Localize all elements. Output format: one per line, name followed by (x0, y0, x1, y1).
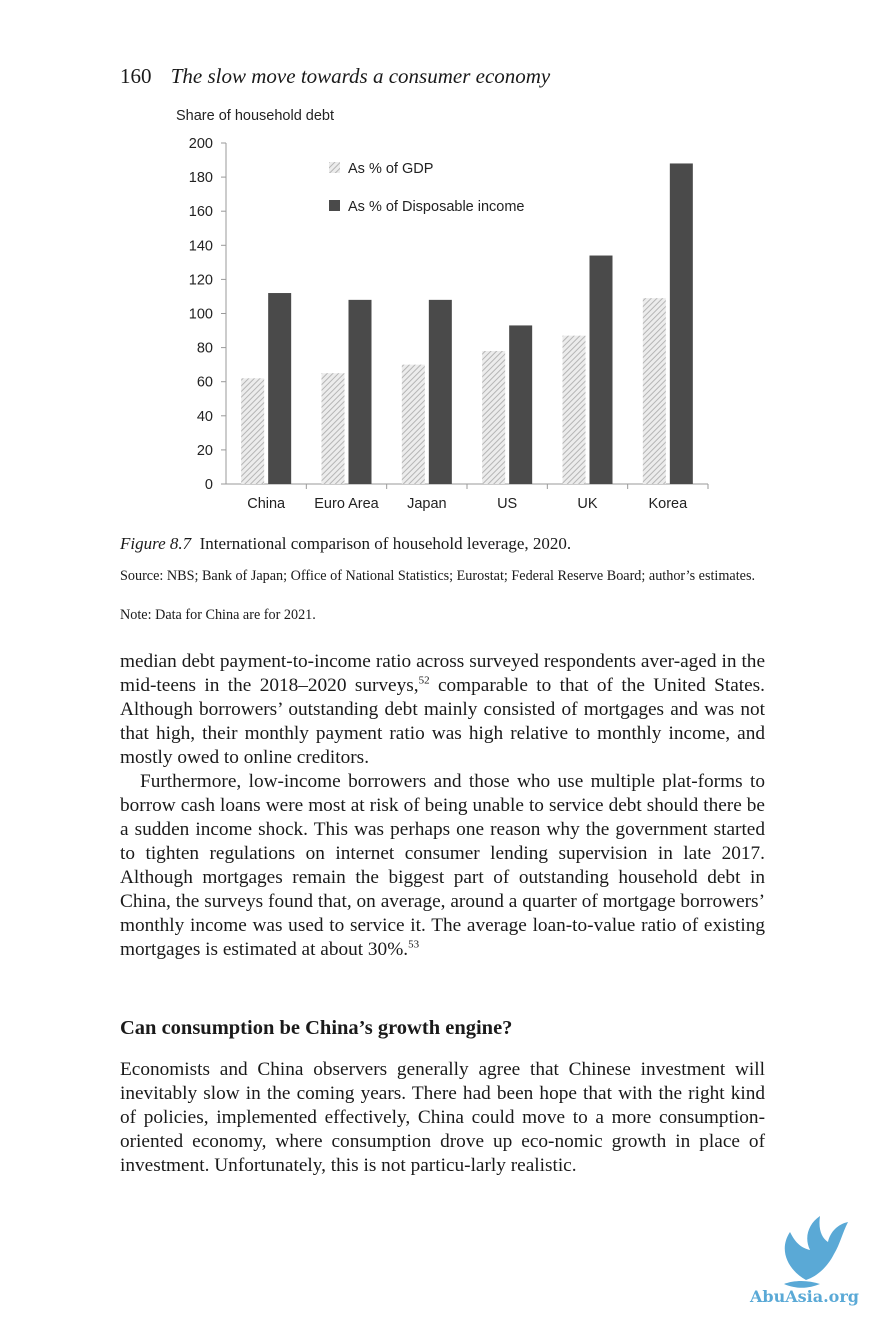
footnote-ref-53: 53 (408, 938, 420, 951)
y-tick-label: 100 (189, 307, 213, 323)
y-tick-label: 140 (189, 238, 213, 254)
paragraph-1: median debt payment-to-income ratio acro… (120, 650, 765, 770)
bar-disposable-income (348, 299, 372, 484)
x-tick-label: UK (577, 496, 597, 512)
y-tick-label: 40 (197, 409, 213, 425)
page-number: 160 (120, 64, 152, 88)
paragraph-1-text-b: comparable to that of the United States.… (120, 675, 765, 768)
figure-caption-text: International comparison of household le… (199, 534, 572, 553)
y-tick-label: 60 (197, 375, 213, 391)
running-title: The slow move towards a consumer economy (170, 64, 551, 88)
bar-gdp (642, 298, 666, 484)
footnote-ref-52: 52 (418, 674, 430, 687)
legend-label: As % of GDP (348, 161, 433, 177)
bar-gdp (562, 335, 586, 484)
bar-disposable-income (268, 293, 292, 484)
figure-note: Note: Data for China are for 2021. (120, 607, 316, 623)
household-debt-chart: Share of household debt 0 20 40 60 80 100 120 1… (176, 108, 709, 512)
x-tick-label: Euro Area (314, 496, 379, 512)
section-heading: Can consumption be China’s growth engine… (120, 1017, 513, 1039)
y-tick-label: 120 (189, 272, 213, 288)
bar-gdp (401, 364, 425, 484)
paragraph-2: Furthermore, low-income borrowers and th… (120, 770, 765, 962)
bar-disposable-income (669, 163, 693, 484)
figure-caption: Figure 8.7 International comparison of h… (120, 534, 571, 554)
legend-swatch (329, 162, 340, 173)
y-tick-label: 200 (189, 136, 213, 152)
figure-label: Figure 8.7 (120, 534, 192, 553)
bar-disposable-income (428, 299, 452, 484)
y-tick-label: 80 (197, 341, 213, 357)
y-axis-label: Share of household debt (176, 108, 334, 124)
legend-swatch (329, 200, 340, 211)
watermark-text: AbuAsia.org (749, 1287, 859, 1306)
x-tick-label: China (247, 496, 286, 512)
x-tick-label: Korea (648, 496, 688, 512)
figure-source: Source: NBS; Bank of Japan; Office of Na… (120, 568, 756, 584)
bar-gdp (241, 378, 265, 484)
bar-disposable-income (509, 325, 533, 484)
paragraph-3: Economists and China observers generally… (120, 1059, 765, 1176)
bar-gdp (321, 373, 345, 484)
y-tick-label: 180 (189, 170, 213, 186)
y-tick-label: 20 (197, 443, 213, 459)
paragraph-1-text-a: median debt payment-to-income ratio acro… (120, 651, 765, 696)
bar-disposable-income (589, 255, 613, 484)
x-tick-label: US (497, 496, 517, 512)
y-tick-label: 0 (205, 477, 213, 493)
body-paragraphs: median debt payment-to-income ratio acro… (120, 650, 765, 962)
watermark-logo: AbuAsia.org (749, 1216, 859, 1306)
bar-gdp (482, 351, 506, 484)
paragraph-2-text: Furthermore, low-income borrowers and th… (120, 771, 765, 960)
x-tick-label: Japan (407, 496, 447, 512)
running-head: 160 The slow move towards a consumer eco… (120, 64, 550, 89)
bird-logo-icon (784, 1216, 848, 1288)
legend-label: As % of Disposable income (348, 199, 525, 215)
y-tick-label: 160 (189, 204, 213, 220)
